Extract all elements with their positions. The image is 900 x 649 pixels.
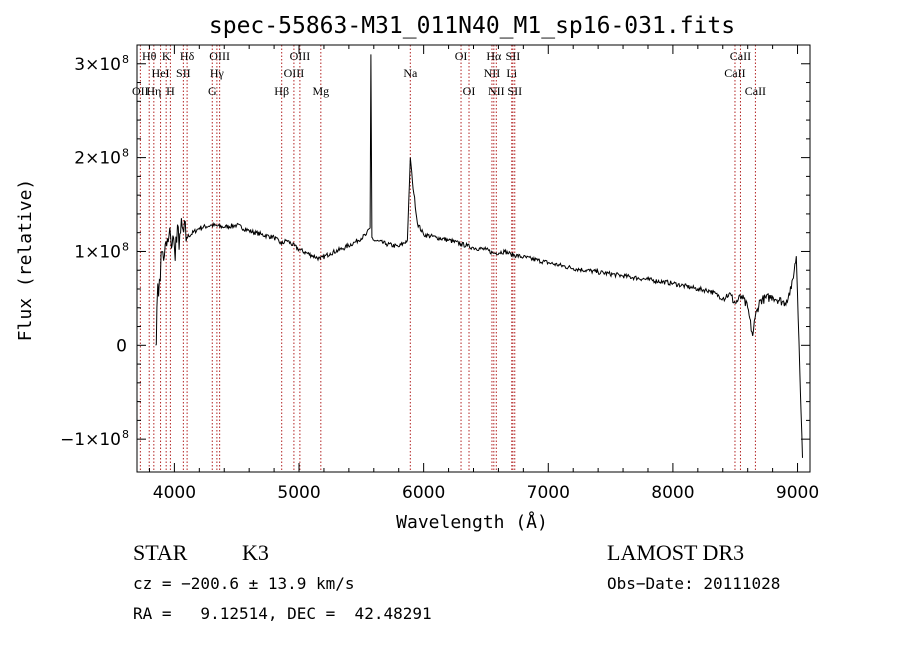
- line-label: Hβ: [274, 84, 289, 98]
- line-label: Hα: [486, 49, 502, 63]
- x-axis-ticks: 4000 5000 6000 7000 8000 9000: [148, 45, 819, 503]
- redshift-velocity: cz = −200.6 ± 13.9 km/s: [133, 574, 355, 593]
- y-tick-exponent: 8: [122, 428, 129, 441]
- x-tick-label: 6000: [402, 483, 445, 503]
- line-label: Hη: [146, 84, 161, 98]
- line-label: OIII: [284, 66, 305, 80]
- line-label: SII: [176, 66, 191, 80]
- x-tick-label: 4000: [153, 483, 196, 503]
- line-label: CaII: [724, 66, 745, 80]
- line-label: Li: [506, 66, 517, 80]
- line-label: Hθ: [142, 49, 157, 63]
- spectral-line-labels: OIIHθHηHeIKHSIIHδGHγOIIIHβOIIIOIIIMgNaOI…: [132, 49, 766, 98]
- line-label: SII: [507, 84, 522, 98]
- line-label: OII: [132, 84, 149, 98]
- line-label: Hδ: [180, 49, 195, 63]
- y-tick-label: 0: [116, 336, 127, 356]
- y-tick-exponent: 8: [122, 147, 129, 160]
- y-tick-label: −1×10: [60, 430, 121, 450]
- spectral-line-markers: [139, 45, 756, 472]
- line-label: NII: [488, 84, 505, 98]
- x-axis-label: Wavelength (Å): [396, 511, 548, 533]
- line-label: Hγ: [210, 66, 225, 80]
- x-tick-label: 5000: [277, 483, 320, 503]
- line-label: OIII: [290, 49, 311, 63]
- y-tick-label: 1×10: [74, 242, 121, 262]
- y-axis-ticks: −1×10 801×10 82×10 83×10 8: [60, 53, 810, 450]
- line-label: Na: [403, 66, 418, 80]
- spectrum-line: [155, 54, 803, 458]
- y-tick-exponent: 8: [122, 53, 129, 66]
- line-label: CaII: [730, 49, 751, 63]
- line-label: H: [166, 84, 175, 98]
- line-label: Mg: [312, 84, 329, 98]
- y-axis-label: Flux (relative): [15, 179, 36, 342]
- coordinates: RA = 9.12514, DEC = 42.48291: [133, 604, 432, 623]
- x-tick-label: 7000: [527, 483, 570, 503]
- line-label: OI: [455, 49, 468, 63]
- survey-name: LAMOST DR3: [607, 540, 745, 565]
- y-tick-label: 2×10: [74, 149, 121, 169]
- observation-date: Obs−Date: 20111028: [607, 574, 781, 593]
- line-label: G: [208, 84, 217, 98]
- object-class: STAR: [133, 540, 188, 565]
- plot-frame: [136, 44, 811, 473]
- line-label: SII: [506, 49, 521, 63]
- y-tick-exponent: 8: [122, 240, 129, 253]
- y-tick-label: 3×10: [74, 55, 121, 75]
- line-label: NII: [484, 66, 501, 80]
- line-label: HeI: [152, 66, 170, 80]
- chart-title: spec-55863-M31_011N40_M1_sp16-031.fits: [209, 13, 735, 39]
- object-subclass: K3: [242, 540, 269, 565]
- line-label: CaII: [745, 84, 766, 98]
- line-label: OIII: [209, 49, 230, 63]
- line-label: OI: [463, 84, 476, 98]
- x-tick-label: 8000: [651, 483, 694, 503]
- x-tick-label: 9000: [776, 483, 819, 503]
- line-label: K: [162, 49, 171, 63]
